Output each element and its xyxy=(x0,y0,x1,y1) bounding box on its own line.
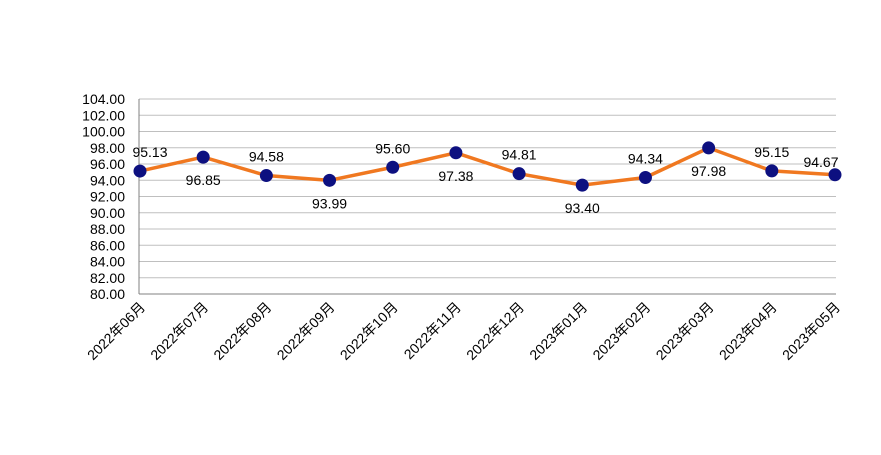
x-tick-label: 2022年10月 xyxy=(337,299,401,363)
x-tick-label: 2022年06月 xyxy=(84,299,148,363)
x-tick-label: 2022年09月 xyxy=(274,299,338,363)
x-tick-label: 2023年05月 xyxy=(779,299,843,363)
y-tick-label: 102.00 xyxy=(82,107,125,123)
y-tick-label: 86.00 xyxy=(90,237,125,253)
data-point xyxy=(323,173,337,187)
x-tick-label: 2023年02月 xyxy=(589,299,653,363)
x-tick-label: 2023年01月 xyxy=(526,299,590,363)
data-point xyxy=(449,146,463,160)
data-label: 97.38 xyxy=(438,168,473,184)
x-tick-label: 2023年04月 xyxy=(716,299,780,363)
data-label: 95.13 xyxy=(132,144,167,160)
y-axis-tick-labels: 80.0082.0084.0086.0088.0090.0092.0094.00… xyxy=(82,91,125,302)
x-tick-label: 2022年12月 xyxy=(463,299,527,363)
gridlines xyxy=(138,98,836,295)
data-point xyxy=(765,164,779,178)
x-tick-label: 2022年07月 xyxy=(147,299,211,363)
data-point xyxy=(638,170,652,184)
x-tick-label: 2022年08月 xyxy=(210,299,274,363)
data-point xyxy=(196,150,210,164)
data-point xyxy=(702,141,716,155)
x-tick-label: 2022年11月 xyxy=(401,299,464,362)
y-tick-label: 80.00 xyxy=(90,286,125,302)
x-axis-tick-labels: 2022年06月 2022年07月 2022年08月 2022年09月 2022年10月… xyxy=(84,299,843,363)
y-tick-label: 104.00 xyxy=(82,91,125,107)
x-tick-label: 2023年03月 xyxy=(653,299,717,363)
y-tick-label: 84.00 xyxy=(90,254,125,270)
y-tick-label: 82.00 xyxy=(90,270,125,286)
data-point xyxy=(133,164,147,178)
y-tick-label: 92.00 xyxy=(90,189,125,205)
data-label: 94.34 xyxy=(628,150,663,166)
data-point xyxy=(386,160,400,174)
series-markers xyxy=(133,141,842,192)
data-label: 93.40 xyxy=(565,200,600,216)
y-tick-label: 100.00 xyxy=(82,124,125,140)
data-point xyxy=(575,178,589,192)
y-tick-label: 94.00 xyxy=(90,172,125,188)
data-labels: 95.13 96.85 94.58 93.99 95.60 97.38 94.81 93.40… xyxy=(132,140,838,216)
y-tick-label: 88.00 xyxy=(90,221,125,237)
data-label: 96.85 xyxy=(186,172,221,188)
y-tick-label: 96.00 xyxy=(90,156,125,172)
data-label: 97.98 xyxy=(691,163,726,179)
y-tick-label: 98.00 xyxy=(90,140,125,156)
data-label: 93.99 xyxy=(312,195,347,211)
y-tick-label: 90.00 xyxy=(90,205,125,221)
data-label: 94.58 xyxy=(249,149,284,165)
series-line-group xyxy=(139,146,836,187)
data-label: 95.60 xyxy=(375,140,410,156)
data-label: 95.15 xyxy=(754,144,789,160)
data-point xyxy=(512,167,526,181)
data-point xyxy=(259,169,273,183)
data-label: 94.67 xyxy=(803,154,838,170)
data-point xyxy=(828,168,842,182)
data-label: 94.81 xyxy=(502,147,537,163)
series-line xyxy=(139,146,836,187)
